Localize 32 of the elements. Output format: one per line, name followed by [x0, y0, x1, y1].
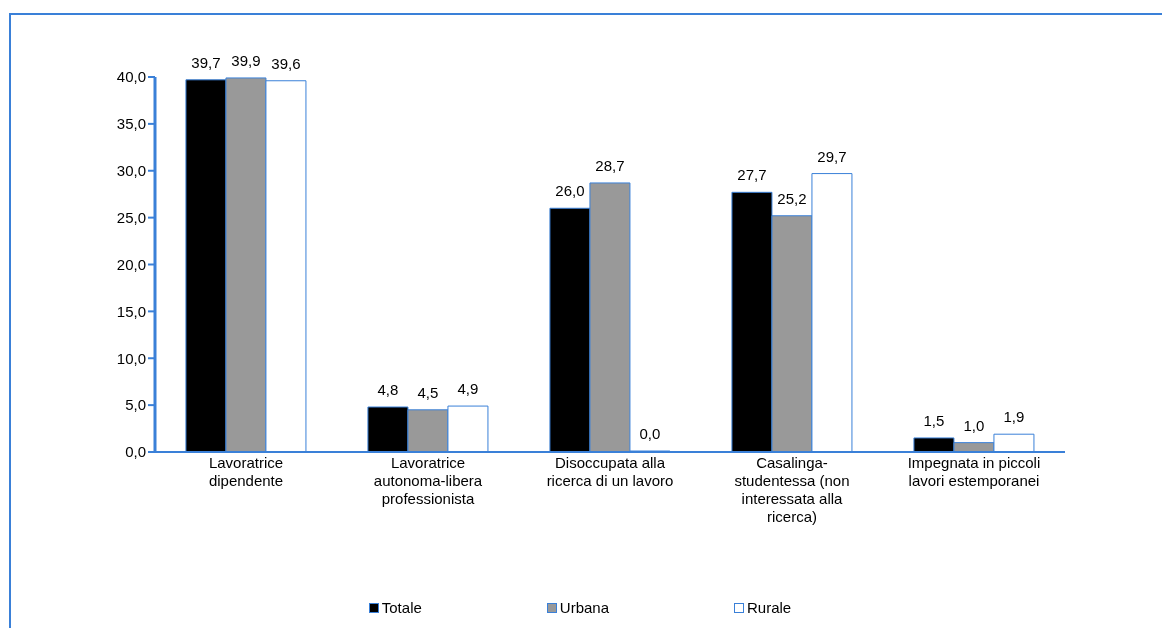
y-tick-label: 40,0 — [116, 68, 146, 86]
y-tick-label: 5,0 — [125, 396, 146, 414]
data-label: 4,5 — [417, 383, 439, 401]
x-tick-label: Lavoratrice autonoma-libera professionista — [373, 453, 483, 507]
y-tick-label: 35,0 — [116, 115, 146, 133]
x-tick-label: Casalinga-studentessa (non interessata alla ricerca) — [734, 453, 850, 525]
y-tick-label: 30,0 — [116, 162, 146, 180]
data-label: 39,9 — [231, 51, 261, 69]
data-label: 1,0 — [963, 416, 985, 434]
y-tick-label: 25,0 — [116, 208, 146, 226]
data-label: 4,9 — [457, 380, 479, 398]
legend-label: Totale — [381, 599, 422, 616]
legend-label: Urbana — [559, 599, 610, 616]
y-tick-label: 0,0 — [125, 443, 146, 461]
data-label: 28,7 — [595, 156, 625, 174]
x-tick-label: Lavoratrice dipendente — [208, 453, 284, 489]
data-label: 4,8 — [377, 381, 399, 398]
y-tick-label: 15,0 — [116, 302, 146, 320]
data-label: 39,7 — [191, 53, 221, 71]
data-label: 1,5 — [923, 411, 945, 429]
y-tick-label: 10,0 — [116, 349, 146, 367]
data-label: 0,0 — [639, 425, 661, 442]
data-label: 39,6 — [271, 54, 301, 72]
data-label: 27,7 — [737, 166, 767, 184]
data-label: 29,7 — [817, 147, 847, 165]
data-label: 1,9 — [1003, 408, 1025, 426]
data-label: 25,2 — [777, 189, 807, 207]
data-label: 26,0 — [555, 182, 585, 200]
x-tick-label: Disoccupata alla ricerca di un lavoro — [546, 453, 674, 489]
x-tick-label: Impegnata in piccoli lavori estemporanei — [907, 453, 1041, 489]
legend-label: Rurale — [747, 599, 792, 616]
y-tick-label: 20,0 — [116, 255, 146, 273]
